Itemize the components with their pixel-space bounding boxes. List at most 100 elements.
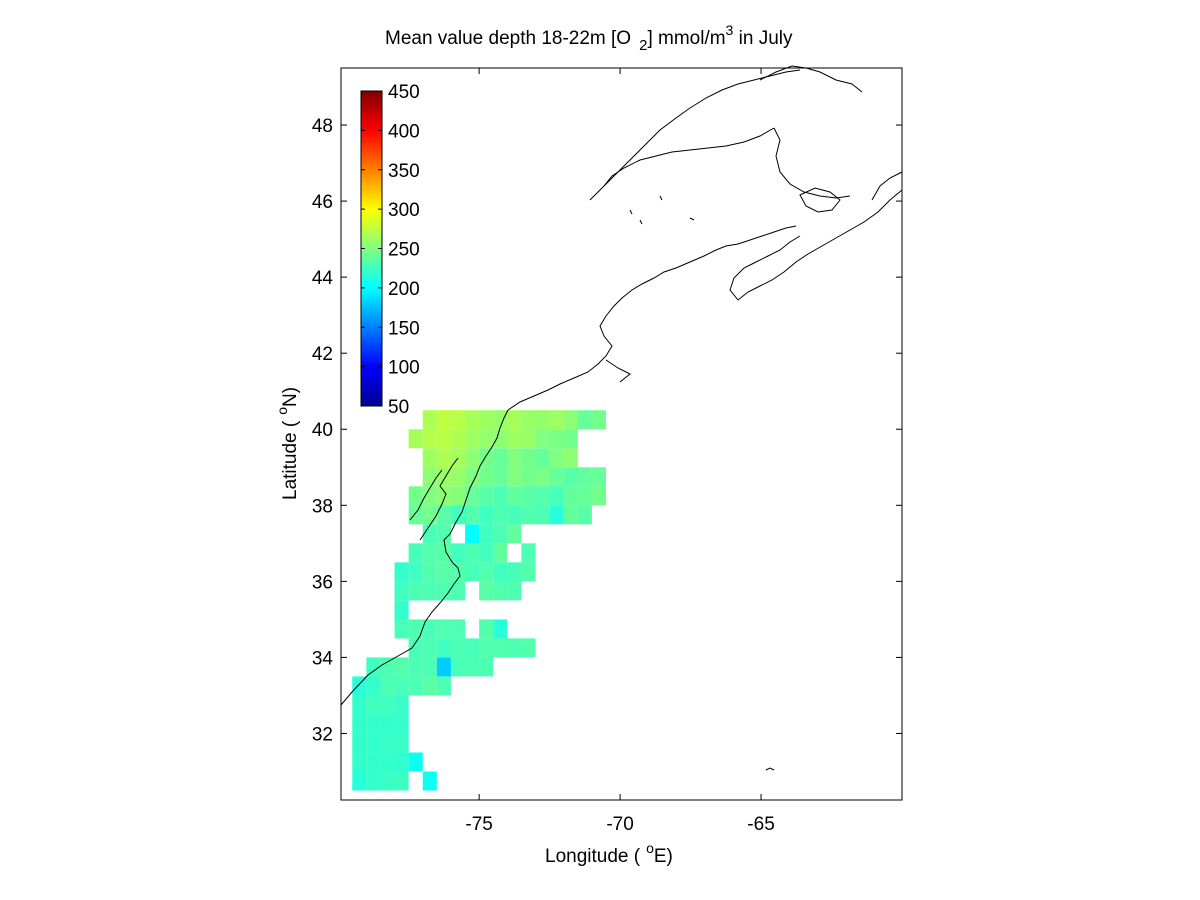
heatmap-cell bbox=[521, 448, 536, 468]
heatmap-cell bbox=[507, 410, 522, 430]
heatmap-cell bbox=[535, 467, 550, 487]
heatmap-cell bbox=[436, 524, 451, 544]
heatmap-cell bbox=[352, 733, 367, 753]
heatmap-cell bbox=[465, 448, 480, 468]
heatmap-cell bbox=[577, 410, 592, 430]
heatmap-cell bbox=[450, 505, 466, 525]
heatmap-cell bbox=[436, 543, 451, 563]
heatmap-cell bbox=[479, 562, 494, 582]
heatmap-cell bbox=[493, 562, 508, 582]
heatmap-cell bbox=[380, 733, 395, 753]
heatmap-cell bbox=[436, 505, 451, 525]
heatmap-cells bbox=[352, 410, 606, 791]
heatmap-cell bbox=[380, 771, 395, 791]
heatmap-cell bbox=[408, 543, 423, 563]
heatmap-cell bbox=[535, 410, 550, 430]
heatmap-cell bbox=[436, 638, 451, 658]
heatmap-cell bbox=[436, 562, 451, 582]
colorbar-tick-label: 400 bbox=[388, 121, 420, 142]
heatmap-cell bbox=[521, 505, 536, 525]
heatmap-cell bbox=[507, 486, 522, 506]
heatmap-cell bbox=[521, 429, 536, 449]
y-tick-label: 44 bbox=[312, 268, 334, 289]
heatmap-cell bbox=[394, 657, 409, 677]
heatmap-cell bbox=[450, 638, 466, 658]
heatmap-cell bbox=[521, 467, 536, 487]
heatmap-cell bbox=[549, 429, 564, 449]
heatmap-cell bbox=[422, 429, 437, 449]
heatmap-cell bbox=[408, 486, 423, 506]
heatmap-cell bbox=[380, 657, 395, 677]
chart-title: Mean value depth 18-22m [O 2] mmol/m3 in … bbox=[385, 22, 793, 54]
heatmap-cell bbox=[450, 486, 466, 506]
axes-box bbox=[340, 67, 903, 801]
heatmap-cell bbox=[507, 505, 522, 525]
heatmap-cell bbox=[352, 695, 367, 715]
heatmap-cell bbox=[493, 448, 508, 468]
heatmap-cell bbox=[493, 524, 508, 544]
y-tick-label: 34 bbox=[312, 648, 334, 669]
heatmap-cell bbox=[450, 410, 466, 430]
heatmap-cell bbox=[465, 657, 480, 677]
heatmap-cell bbox=[380, 714, 395, 734]
heatmap-cell bbox=[366, 752, 381, 772]
heatmap-cell bbox=[479, 486, 494, 506]
x-tick-label: -65 bbox=[747, 814, 774, 835]
heatmap-cell bbox=[408, 505, 423, 525]
heatmap-cell bbox=[450, 467, 466, 487]
heatmap-cell bbox=[591, 467, 606, 487]
heatmap-cell bbox=[563, 505, 578, 525]
heatmap-cell bbox=[422, 581, 437, 601]
heatmap-cell bbox=[450, 429, 466, 449]
heatmap-cell bbox=[577, 505, 592, 525]
heatmap-cell bbox=[436, 410, 451, 430]
y-tick-label: 36 bbox=[312, 572, 333, 593]
heatmap-cell bbox=[563, 486, 578, 506]
heatmap-cell bbox=[479, 505, 494, 525]
axis-tick-labels: -75 -70 -65 32 34 36 38 40 42 44 46 48 bbox=[312, 116, 775, 835]
y-tick-label: 46 bbox=[312, 192, 333, 213]
heatmap-cell bbox=[479, 543, 494, 563]
heatmap-cell bbox=[450, 562, 466, 582]
heatmap-cell bbox=[422, 448, 437, 468]
heatmap-cell bbox=[394, 600, 409, 620]
heatmap-cell bbox=[507, 562, 522, 582]
heatmap-cell bbox=[408, 619, 423, 639]
heatmap-cell bbox=[507, 524, 522, 544]
heatmap-cell bbox=[436, 429, 451, 449]
colorbar-tick-label: 350 bbox=[388, 161, 420, 182]
coastline bbox=[340, 65, 903, 771]
heatmap-cell bbox=[408, 638, 423, 658]
heatmap-cell bbox=[408, 657, 423, 677]
y-tick-label: 40 bbox=[312, 420, 333, 441]
heatmap-cell bbox=[394, 695, 409, 715]
heatmap-cell bbox=[422, 638, 437, 658]
y-tick-label: 32 bbox=[312, 724, 333, 745]
heatmap-cell bbox=[535, 429, 550, 449]
heatmap-cell bbox=[394, 771, 409, 791]
x-tick-label: -75 bbox=[465, 814, 492, 835]
heatmap-cell bbox=[563, 410, 578, 430]
heatmap-cell bbox=[422, 410, 437, 430]
heatmap-cell bbox=[577, 486, 592, 506]
heatmap-cell bbox=[521, 486, 536, 506]
heatmap-cell bbox=[535, 486, 550, 506]
heatmap-cell bbox=[422, 524, 437, 544]
heatmap-cell bbox=[493, 467, 508, 487]
heatmap-cell bbox=[549, 486, 564, 506]
heatmap-cell bbox=[549, 467, 564, 487]
heatmap-cell bbox=[366, 733, 381, 753]
heatmap-cell bbox=[479, 524, 494, 544]
heatmap-cell bbox=[493, 581, 508, 601]
heatmap-cell bbox=[479, 619, 494, 639]
heatmap-cell bbox=[549, 448, 564, 468]
colorbar-tick-labels: 50 100 150 200 250 300 350 400 450 bbox=[388, 82, 420, 418]
heatmap-cell bbox=[366, 657, 381, 677]
heatmap-cell bbox=[394, 581, 409, 601]
heatmap-cell bbox=[422, 543, 437, 563]
heatmap-cell bbox=[352, 771, 367, 791]
heatmap-cell bbox=[493, 410, 508, 430]
heatmap-cell bbox=[366, 771, 381, 791]
heatmap-cell bbox=[366, 676, 381, 696]
